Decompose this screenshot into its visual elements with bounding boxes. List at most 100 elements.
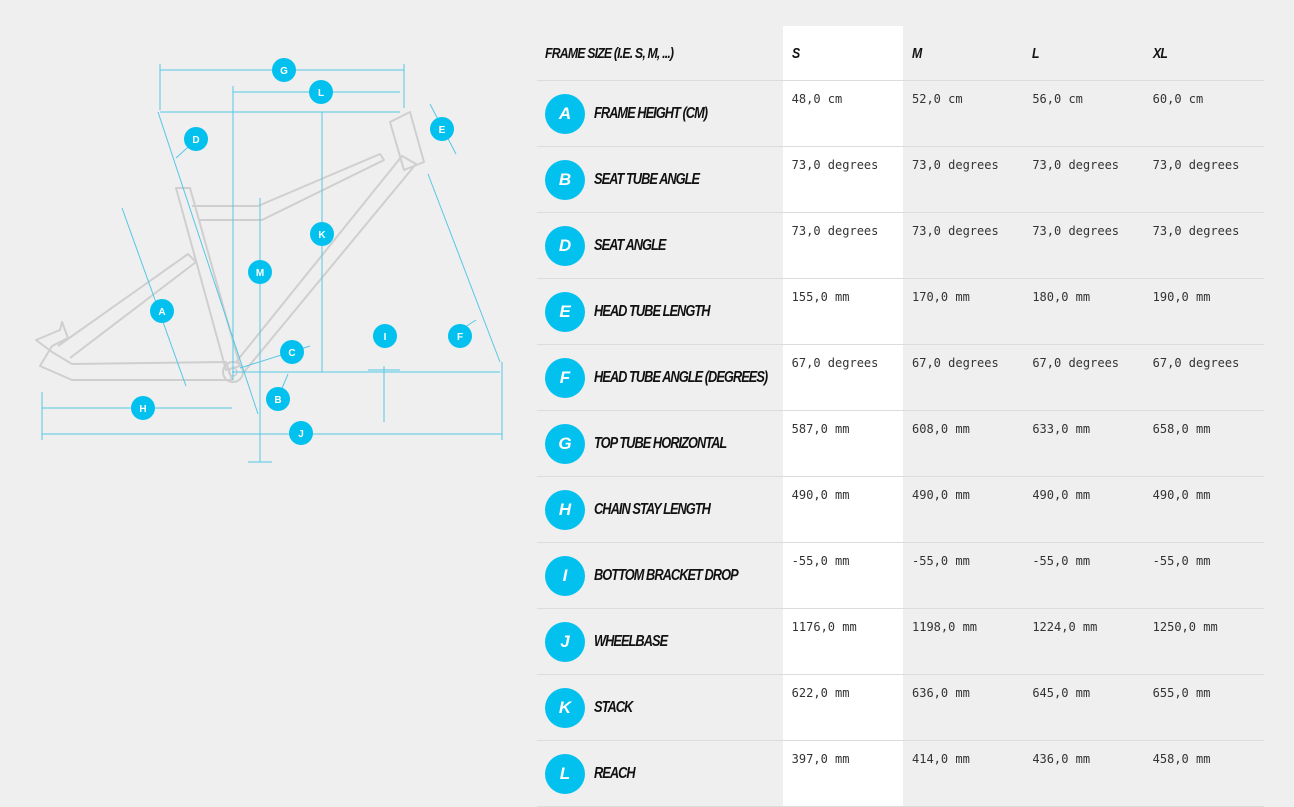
measurement-name: TOP TUBE HORIZONTAL <box>594 434 727 452</box>
table-row: F HEAD TUBE ANGLE (DEGREES) 67,0 degrees 67… <box>537 344 1264 411</box>
measurement-label: E HEAD TUBE LENGTH <box>545 291 783 332</box>
value-cell-l: 633,0 mm <box>1023 410 1144 477</box>
diagram-badge-h: H <box>131 396 155 420</box>
measurement-label: L REACH <box>545 753 783 794</box>
table-row: J WHEELBASE 1176,0 mm 1198,0 mm 1224,0 mm 125… <box>537 608 1264 675</box>
diagram-badge-c-text: C <box>288 348 295 359</box>
measurement-label: K STACK <box>545 687 783 728</box>
measurement-name: FRAME HEIGHT (CM) <box>594 104 708 122</box>
measurement-name: HEAD TUBE LENGTH <box>594 302 710 320</box>
diagram-badge-a-text: A <box>158 307 165 318</box>
measurement-code-badge: E <box>545 291 585 332</box>
value-cell-l: 73,0 degrees <box>1023 146 1144 213</box>
measurement-label-cell: G TOP TUBE HORIZONTAL <box>537 410 783 477</box>
measurement-label-cell: I BOTTOM BRACKET DROP <box>537 542 783 609</box>
value-cell-l: 490,0 mm <box>1023 476 1144 543</box>
frame-size-header: FRAME SIZE (I.E. S, M, ...) <box>537 26 783 81</box>
size-column-m[interactable]: M <box>903 26 1024 81</box>
measurement-code-badge: H <box>545 489 585 530</box>
measurement-label: J WHEELBASE <box>545 621 783 662</box>
value-cell-xl: 1250,0 mm <box>1143 608 1264 675</box>
value-cell-xl: -55,0 mm <box>1143 542 1264 609</box>
table-row: I BOTTOM BRACKET DROP -55,0 mm -55,0 mm -55,… <box>537 542 1264 609</box>
measurement-label: H CHAIN STAY LENGTH <box>545 489 783 530</box>
value-cell-xl: 67,0 degrees <box>1143 344 1264 411</box>
measurement-label-cell: J WHEELBASE <box>537 608 783 675</box>
diagram-badge-g-text: G <box>280 66 288 77</box>
value-cell-s: 73,0 degrees <box>782 146 903 213</box>
diagram-badge-m-text: M <box>256 268 264 279</box>
value-cell-m: 414,0 mm <box>903 740 1024 807</box>
frame-outline <box>35 111 425 383</box>
value-cell-xl: 73,0 degrees <box>1143 212 1264 279</box>
measurement-label-cell: K STACK <box>537 674 783 741</box>
table-row: G TOP TUBE HORIZONTAL 587,0 mm 608,0 mm 633,… <box>537 410 1264 477</box>
table-row: A FRAME HEIGHT (CM) 48,0 cm 52,0 cm 56,0 cm 6… <box>537 80 1264 147</box>
value-cell-s: 67,0 degrees <box>782 344 903 411</box>
measurement-name: STACK <box>594 698 633 716</box>
value-cell-xl: 458,0 mm <box>1143 740 1264 807</box>
measurement-code-badge: G <box>545 423 585 464</box>
measurement-label-cell: L REACH <box>537 740 783 807</box>
measurement-name: REACH <box>594 764 636 782</box>
table-row: D SEAT ANGLE 73,0 degrees 73,0 degrees 73,0 … <box>537 212 1264 279</box>
measurement-name: CHAIN STAY LENGTH <box>594 500 711 518</box>
measurement-code-badge: I <box>545 555 585 596</box>
table-row: L REACH 397,0 mm 414,0 mm 436,0 mm 458,0 mm <box>537 740 1264 807</box>
measurement-label-cell: B SEAT TUBE ANGLE <box>537 146 783 213</box>
value-cell-s: -55,0 mm <box>782 542 903 609</box>
measurement-code-badge: D <box>545 225 585 266</box>
measurement-name: BOTTOM BRACKET DROP <box>594 566 739 584</box>
value-cell-l: 180,0 mm <box>1023 278 1144 345</box>
table-row: K STACK 622,0 mm 636,0 mm 645,0 mm 655,0 mm <box>537 674 1264 741</box>
frame-geometry-diagram: G L D E K M A C I F B H J <box>35 58 503 463</box>
diagram-badge-k: K <box>310 222 334 246</box>
value-cell-s: 587,0 mm <box>782 410 903 477</box>
diagram-badge-g: G <box>272 58 296 82</box>
measurement-code-badge: L <box>545 753 585 794</box>
measurement-label: D SEAT ANGLE <box>545 225 783 266</box>
size-column-s[interactable]: S <box>782 26 903 81</box>
measurement-label-cell: E HEAD TUBE LENGTH <box>537 278 783 345</box>
diagram-badge-b: B <box>266 387 290 411</box>
table-row: E HEAD TUBE LENGTH 155,0 mm 170,0 mm 180,0 m… <box>537 278 1264 345</box>
value-cell-s: 155,0 mm <box>782 278 903 345</box>
value-cell-l: 67,0 degrees <box>1023 344 1144 411</box>
diagram-badge-c: C <box>280 340 304 364</box>
value-cell-m: -55,0 mm <box>903 542 1024 609</box>
value-cell-l: -55,0 mm <box>1023 542 1144 609</box>
value-cell-s: 490,0 mm <box>782 476 903 543</box>
measurement-code-badge: F <box>545 357 585 398</box>
diagram-badge-a: A <box>150 299 174 323</box>
diagram-badge-i-text: I <box>384 332 387 343</box>
value-cell-m: 73,0 degrees <box>903 212 1024 279</box>
diagram-badge-e-text: E <box>439 125 446 136</box>
table-row: H CHAIN STAY LENGTH 490,0 mm 490,0 mm 490,0 … <box>537 476 1264 543</box>
value-cell-xl: 73,0 degrees <box>1143 146 1264 213</box>
measurement-code-badge: A <box>545 93 585 134</box>
measurement-code-badge: J <box>545 621 585 662</box>
measurement-code-badge: K <box>545 687 585 728</box>
value-cell-xl: 490,0 mm <box>1143 476 1264 543</box>
diagram-badge-k-text: K <box>318 230 326 241</box>
value-cell-m: 52,0 cm <box>903 80 1024 147</box>
table-header-row: FRAME SIZE (I.E. S, M, ...) S M L XL <box>537 26 1264 81</box>
size-column-xl[interactable]: XL <box>1143 26 1264 81</box>
value-cell-s: 73,0 degrees <box>782 212 903 279</box>
measurement-name: WHEELBASE <box>594 632 668 650</box>
diagram-badge-f: F <box>448 324 472 348</box>
measurement-label: F HEAD TUBE ANGLE (DEGREES) <box>545 357 783 398</box>
diagram-badge-j: J <box>289 421 313 445</box>
measurement-label-cell: H CHAIN STAY LENGTH <box>537 476 783 543</box>
diagram-badge-d: D <box>184 127 208 151</box>
value-cell-xl: 655,0 mm <box>1143 674 1264 741</box>
diagram-badge-i: I <box>373 324 397 348</box>
measurement-label-cell: F HEAD TUBE ANGLE (DEGREES) <box>537 344 783 411</box>
size-column-l[interactable]: L <box>1023 26 1144 81</box>
measurement-name: SEAT TUBE ANGLE <box>594 170 700 188</box>
value-cell-m: 636,0 mm <box>903 674 1024 741</box>
measurement-name: SEAT ANGLE <box>594 236 666 254</box>
value-cell-s: 48,0 cm <box>782 80 903 147</box>
value-cell-l: 56,0 cm <box>1023 80 1144 147</box>
value-cell-l: 73,0 degrees <box>1023 212 1144 279</box>
